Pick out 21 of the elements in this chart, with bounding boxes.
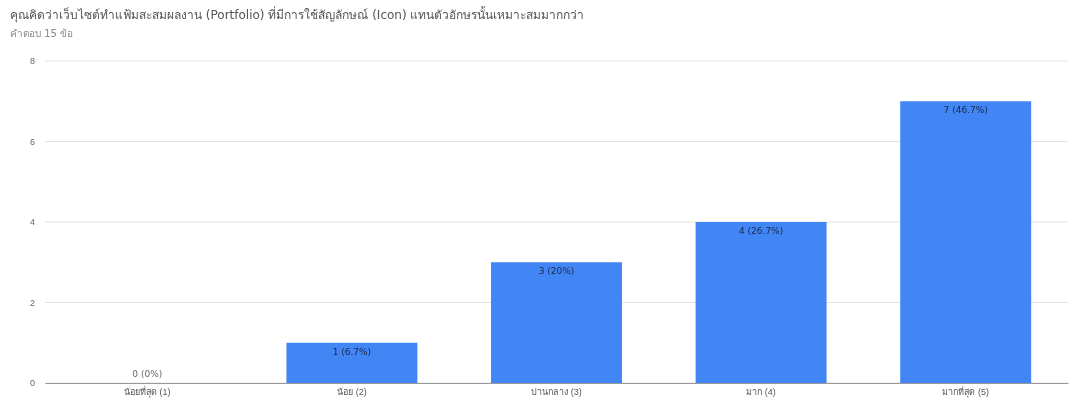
data-label: 0 (0%): [132, 369, 163, 379]
data-label: 3 (20%): [538, 266, 575, 277]
x-tick-label: มากที่สุด (5): [942, 385, 989, 399]
bar: [900, 101, 1032, 383]
data-label: 7 (46.7%): [943, 105, 988, 116]
chart-title: คุณคิดว่าเว็บไซต์ทำแฟ้มสะสมผลงาน (Portfolio) ที่มีการใช้สัญลักษณ์ (Icon) แทนตัวอักษรนั้นเหมาะสมมากกว่า: [10, 6, 585, 23]
y-tick-label: 8: [29, 56, 35, 67]
bar: [286, 342, 418, 383]
data-label: 4 (26.7%): [739, 226, 784, 236]
y-tick-label: 0: [29, 378, 35, 389]
x-tick-label: ปานกลาง (3): [531, 387, 582, 398]
y-tick-label: 4: [29, 217, 35, 228]
bar: [491, 262, 622, 383]
chart-subtitle: คำตอบ 15 ข้อ: [10, 28, 74, 39]
x-tick-label: น้อยที่สุด (1): [124, 385, 171, 399]
y-tick-label: 2: [29, 297, 35, 308]
x-tick-label: น้อย (2): [337, 387, 367, 398]
data-label: 1 (6.7%): [332, 346, 372, 357]
x-tick-label: มาก (4): [746, 387, 776, 398]
bar: [695, 222, 827, 383]
y-tick-label: 6: [29, 136, 35, 147]
